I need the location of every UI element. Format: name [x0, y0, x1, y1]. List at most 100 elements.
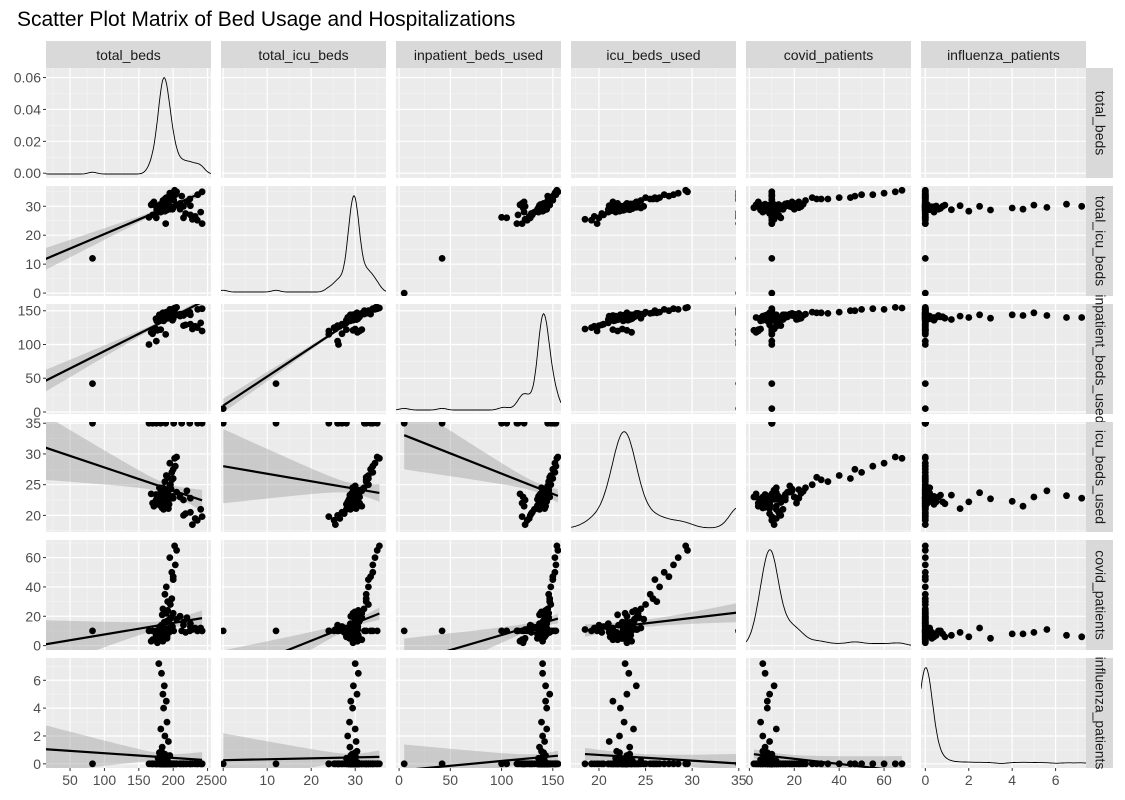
- data-point: [735, 628, 736, 633]
- data-point: [155, 660, 163, 667]
- data-point: [835, 194, 843, 202]
- data-point: [817, 760, 825, 768]
- data-point: [552, 627, 560, 635]
- data-point: [735, 761, 736, 766]
- data-point: [543, 704, 551, 712]
- panel-covid_patients-vs-covid_patients: [746, 540, 911, 650]
- data-point: [631, 200, 639, 208]
- data-point: [518, 220, 526, 228]
- panel-total_beds-vs-inpatient_beds_used: [396, 68, 561, 178]
- data-point: [735, 291, 736, 296]
- data-point: [1008, 204, 1016, 212]
- data-point: [520, 502, 528, 510]
- data-point: [89, 380, 96, 387]
- data-point: [89, 422, 96, 427]
- panel-content: [581, 542, 736, 647]
- data-point: [362, 595, 370, 603]
- data-point: [542, 488, 549, 495]
- panel-inpatient_beds_used-vs-total_icu_beds: [221, 304, 386, 414]
- data-point: [921, 488, 929, 495]
- data-point: [763, 206, 771, 214]
- data-point: [851, 465, 859, 473]
- data-point: [527, 510, 535, 517]
- data-point: [157, 725, 165, 733]
- data-point: [340, 510, 348, 517]
- data-point: [921, 595, 929, 603]
- data-point: [768, 289, 776, 296]
- data-point: [631, 760, 639, 768]
- data-point: [581, 215, 589, 223]
- panel-content: [46, 186, 206, 270]
- y-tick-label: 150: [18, 303, 42, 319]
- data-point: [503, 760, 511, 768]
- data-point: [153, 630, 161, 638]
- x-tick-label: 6: [1052, 772, 1060, 788]
- data-point: [750, 326, 758, 334]
- data-point: [1078, 633, 1086, 641]
- data-point: [354, 607, 362, 614]
- data-point: [169, 494, 177, 502]
- data-point: [670, 561, 677, 569]
- panel-content: [581, 660, 736, 768]
- data-point: [1030, 309, 1038, 317]
- panel-content: [221, 542, 383, 650]
- data-point: [593, 220, 601, 228]
- x-tick-label: 0: [395, 772, 403, 788]
- panel-background: [221, 422, 386, 532]
- data-point: [858, 191, 865, 199]
- panel-content: [46, 304, 206, 392]
- panel-content: [221, 660, 383, 768]
- y-tick-label: 4: [33, 700, 41, 716]
- data-point: [781, 314, 789, 321]
- data-point: [527, 629, 535, 636]
- panel-total_icu_beds-vs-inpatient_beds_used: [396, 186, 561, 296]
- data-point: [373, 422, 381, 427]
- data-point: [539, 660, 546, 667]
- data-point: [159, 690, 167, 698]
- data-point: [656, 583, 663, 591]
- data-point: [346, 502, 353, 510]
- data-point: [160, 502, 168, 510]
- panel-background: [921, 186, 1086, 296]
- data-point: [817, 195, 825, 203]
- data-point: [674, 760, 682, 768]
- data-point: [781, 494, 789, 501]
- panel-content: [400, 660, 561, 768]
- data-point: [1043, 204, 1051, 211]
- data-point: [626, 743, 634, 751]
- data-point: [153, 496, 161, 503]
- panel-influenza_patients-vs-icu_beds_used: [571, 658, 736, 768]
- data-point: [159, 493, 167, 501]
- panel-background: [746, 540, 911, 650]
- data-point: [373, 627, 381, 635]
- data-point: [824, 478, 832, 485]
- data-point: [835, 472, 843, 479]
- data-point: [735, 628, 736, 633]
- data-point: [1030, 629, 1038, 636]
- data-point: [539, 493, 546, 501]
- data-point: [169, 623, 176, 630]
- data-point: [976, 311, 983, 319]
- row-strip-label: total_beds: [1092, 91, 1108, 156]
- data-point: [542, 200, 549, 208]
- data-point: [552, 422, 560, 427]
- data-point: [162, 331, 170, 338]
- data-point: [534, 630, 541, 638]
- panel-background: [396, 186, 561, 296]
- data-point: [1030, 201, 1038, 209]
- data-point: [162, 220, 170, 228]
- panel-content: [400, 186, 561, 296]
- data-point: [340, 760, 348, 768]
- data-point: [880, 306, 888, 313]
- data-point: [735, 761, 736, 766]
- data-point: [921, 476, 929, 484]
- data-point: [1063, 631, 1070, 639]
- confidence-band: [223, 429, 380, 504]
- confidence-band: [404, 613, 558, 650]
- data-point: [766, 738, 773, 745]
- data-point: [171, 561, 179, 569]
- panel-content: [46, 542, 206, 650]
- data-point: [581, 760, 589, 768]
- chart-title: Scatter Plot Matrix of Bed Usage and Hos…: [17, 8, 515, 31]
- data-point: [768, 405, 776, 412]
